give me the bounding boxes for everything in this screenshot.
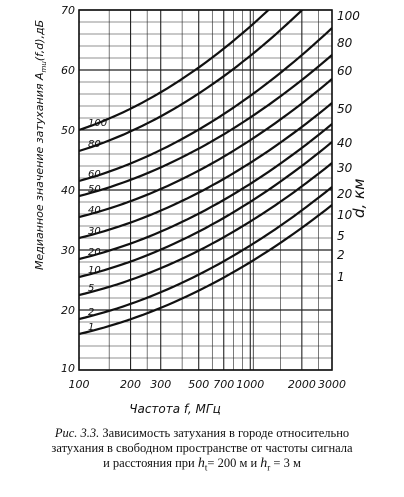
y-tick-label: 10 bbox=[61, 362, 75, 375]
left-curve-label: 2 bbox=[88, 307, 94, 318]
y-tick-label: 40 bbox=[61, 184, 75, 197]
curves bbox=[79, 10, 332, 336]
caption-line-2: затухания в свободном пространстве от ча… bbox=[51, 441, 353, 455]
left-curve-label: 30 bbox=[88, 226, 101, 237]
plot-frame bbox=[78, 9, 333, 371]
left-curve-label: 50 bbox=[88, 184, 101, 195]
curve-d-80 bbox=[79, 10, 304, 153]
x-axis-label: Частота f, МГц bbox=[129, 402, 221, 416]
x-tick-label: 300 bbox=[150, 378, 171, 391]
x-tick-labels: 100 200 300 500 700 1000 2000 3000 bbox=[69, 378, 347, 391]
y-tick-label: 30 bbox=[61, 244, 75, 257]
x-tick-label: 1000 bbox=[236, 378, 264, 391]
x-tick-label: 100 bbox=[69, 378, 90, 391]
right-curve-label: 10 bbox=[337, 208, 353, 222]
curve-d-100 bbox=[79, 10, 271, 132]
right-curve-label: 1 bbox=[337, 270, 345, 284]
figure-caption: Рис. 3.3. Зависимость затухания в городе… bbox=[0, 426, 404, 476]
right-curve-label: 100 bbox=[337, 9, 360, 23]
y-tick-label: 20 bbox=[61, 304, 75, 317]
caption-line-1: Рис. 3.3. Зависимость затухания в городе… bbox=[54, 426, 350, 440]
right-curve-label: 40 bbox=[337, 136, 353, 150]
curve-d-10 bbox=[79, 141, 332, 279]
x-tick-label: 2000 bbox=[288, 378, 316, 391]
left-curve-label: 100 bbox=[88, 118, 107, 129]
curve-d-5 bbox=[79, 162, 332, 297]
y-tick-label: 50 bbox=[61, 124, 75, 137]
y-axis-label: Медианное значение затухания Amu(f,d),дБ bbox=[33, 20, 48, 270]
y-tick-labels: 10 20 30 40 50 60 70 bbox=[61, 4, 75, 375]
right-curve-label: 80 bbox=[337, 36, 353, 50]
curve-d-30 bbox=[79, 102, 332, 240]
right-curve-label: 30 bbox=[337, 161, 353, 175]
right-curve-label: 50 bbox=[337, 102, 353, 116]
right-curve-labels: 100 80 60 50 40 30 20 10 5 2 1 bbox=[337, 9, 360, 284]
left-curve-label: 5 bbox=[88, 283, 94, 294]
right-curve-label: 60 bbox=[337, 64, 353, 78]
curve-d-50 bbox=[79, 54, 332, 198]
left-curve-label: 10 bbox=[88, 265, 101, 276]
y-tick-label: 60 bbox=[61, 64, 75, 77]
curve-d-1 bbox=[79, 204, 332, 336]
right-curve-label: 20 bbox=[337, 187, 353, 201]
x-tick-label: 500 bbox=[188, 378, 209, 391]
x-tick-label: 200 bbox=[120, 378, 141, 391]
left-curve-label: 60 bbox=[88, 169, 101, 180]
x-tick-label: 3000 bbox=[318, 378, 346, 391]
y-tick-label: 70 bbox=[61, 4, 75, 17]
right-curve-label: 2 bbox=[337, 248, 345, 262]
right-axis-label: d, км bbox=[350, 179, 368, 218]
attenuation-chart: 100 200 300 500 700 1000 2000 3000 10 20 30 40 50 60… bbox=[33, 4, 368, 416]
plot-border bbox=[78, 9, 333, 371]
curve-d-60 bbox=[79, 27, 332, 183]
left-curve-labels: 100 80 60 50 40 30 20 10 5 2 1 bbox=[88, 118, 107, 333]
x-tick-label: 700 bbox=[213, 378, 234, 391]
curve-d-20 bbox=[79, 123, 332, 261]
left-curve-label: 1 bbox=[88, 322, 94, 333]
left-curve-label: 20 bbox=[88, 247, 101, 258]
curve-d-40 bbox=[79, 78, 332, 219]
curve-d-2 bbox=[79, 186, 332, 321]
left-curve-label: 80 bbox=[88, 139, 101, 150]
right-curve-label: 5 bbox=[337, 229, 345, 243]
caption-line-3: и расстояния при ht= 200 м и hr = 3 м bbox=[103, 456, 301, 473]
left-curve-label: 40 bbox=[88, 205, 101, 216]
